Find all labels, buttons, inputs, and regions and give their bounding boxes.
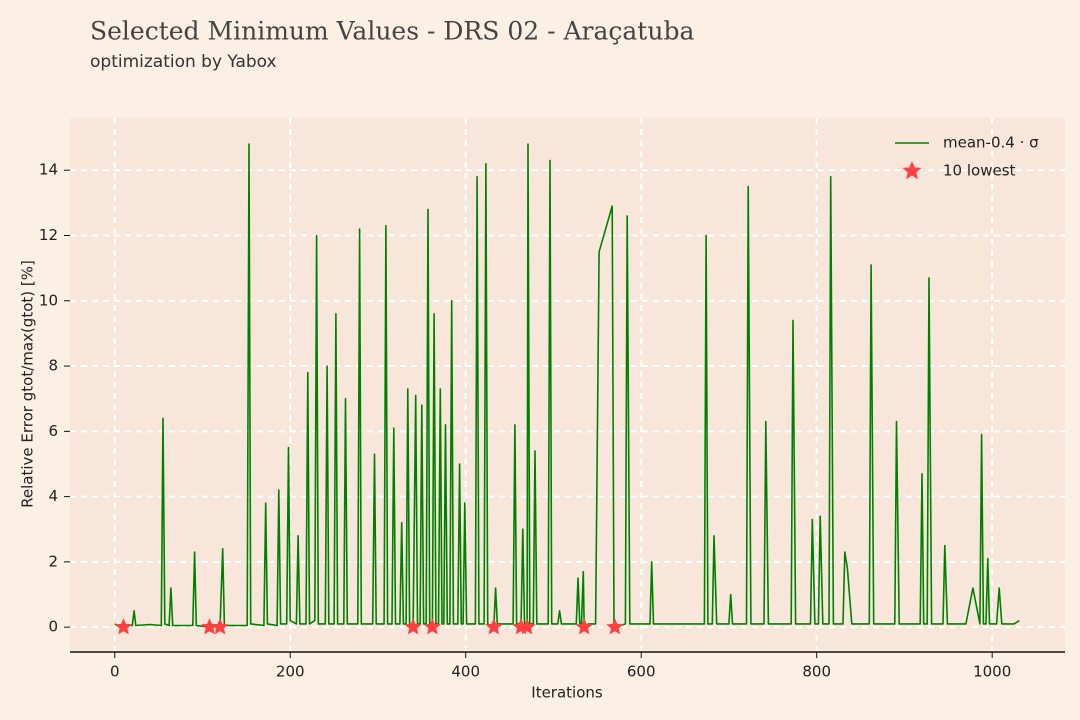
y-tick-label: 6	[48, 422, 58, 440]
star-marker	[211, 618, 229, 635]
chart-subtitle: optimization by Yabox	[90, 52, 277, 72]
x-tick-label: 1000	[973, 663, 1011, 681]
x-tick-label: 200	[276, 663, 305, 681]
y-tick-label: 0	[48, 618, 58, 636]
x-axis-label: Iterations	[531, 684, 603, 702]
star-marker	[201, 618, 219, 635]
data-line	[114, 143, 1020, 628]
star-marker	[404, 618, 422, 635]
legend-label: 10 lowest	[943, 162, 1016, 180]
star-marker	[485, 618, 503, 635]
star-marker	[606, 618, 624, 635]
star-marker	[423, 618, 441, 635]
y-tick-label: 12	[39, 226, 58, 244]
y-tick-label: 4	[48, 487, 58, 505]
plot-area	[70, 118, 1065, 650]
star-marker	[575, 618, 593, 635]
y-tick-label: 10	[39, 291, 58, 309]
x-tick-label: 800	[802, 663, 831, 681]
x-tick-label: 400	[451, 663, 480, 681]
x-tick-label: 0	[110, 663, 120, 681]
legend-star	[902, 161, 922, 180]
y-tick-label: 14	[39, 161, 58, 179]
y-tick-label: 8	[48, 357, 58, 375]
legend-label: mean-0.4 · σ	[943, 134, 1039, 152]
y-tick-label: 2	[48, 552, 58, 570]
y-axis-label: Relative Error gtot/max(gtot) [%]	[19, 260, 37, 508]
chart-title: Selected Minimum Values - DRS 02 - Araça…	[90, 17, 694, 46]
x-tick-label: 600	[627, 663, 656, 681]
star-marker	[115, 618, 133, 635]
star-marker	[518, 618, 536, 635]
